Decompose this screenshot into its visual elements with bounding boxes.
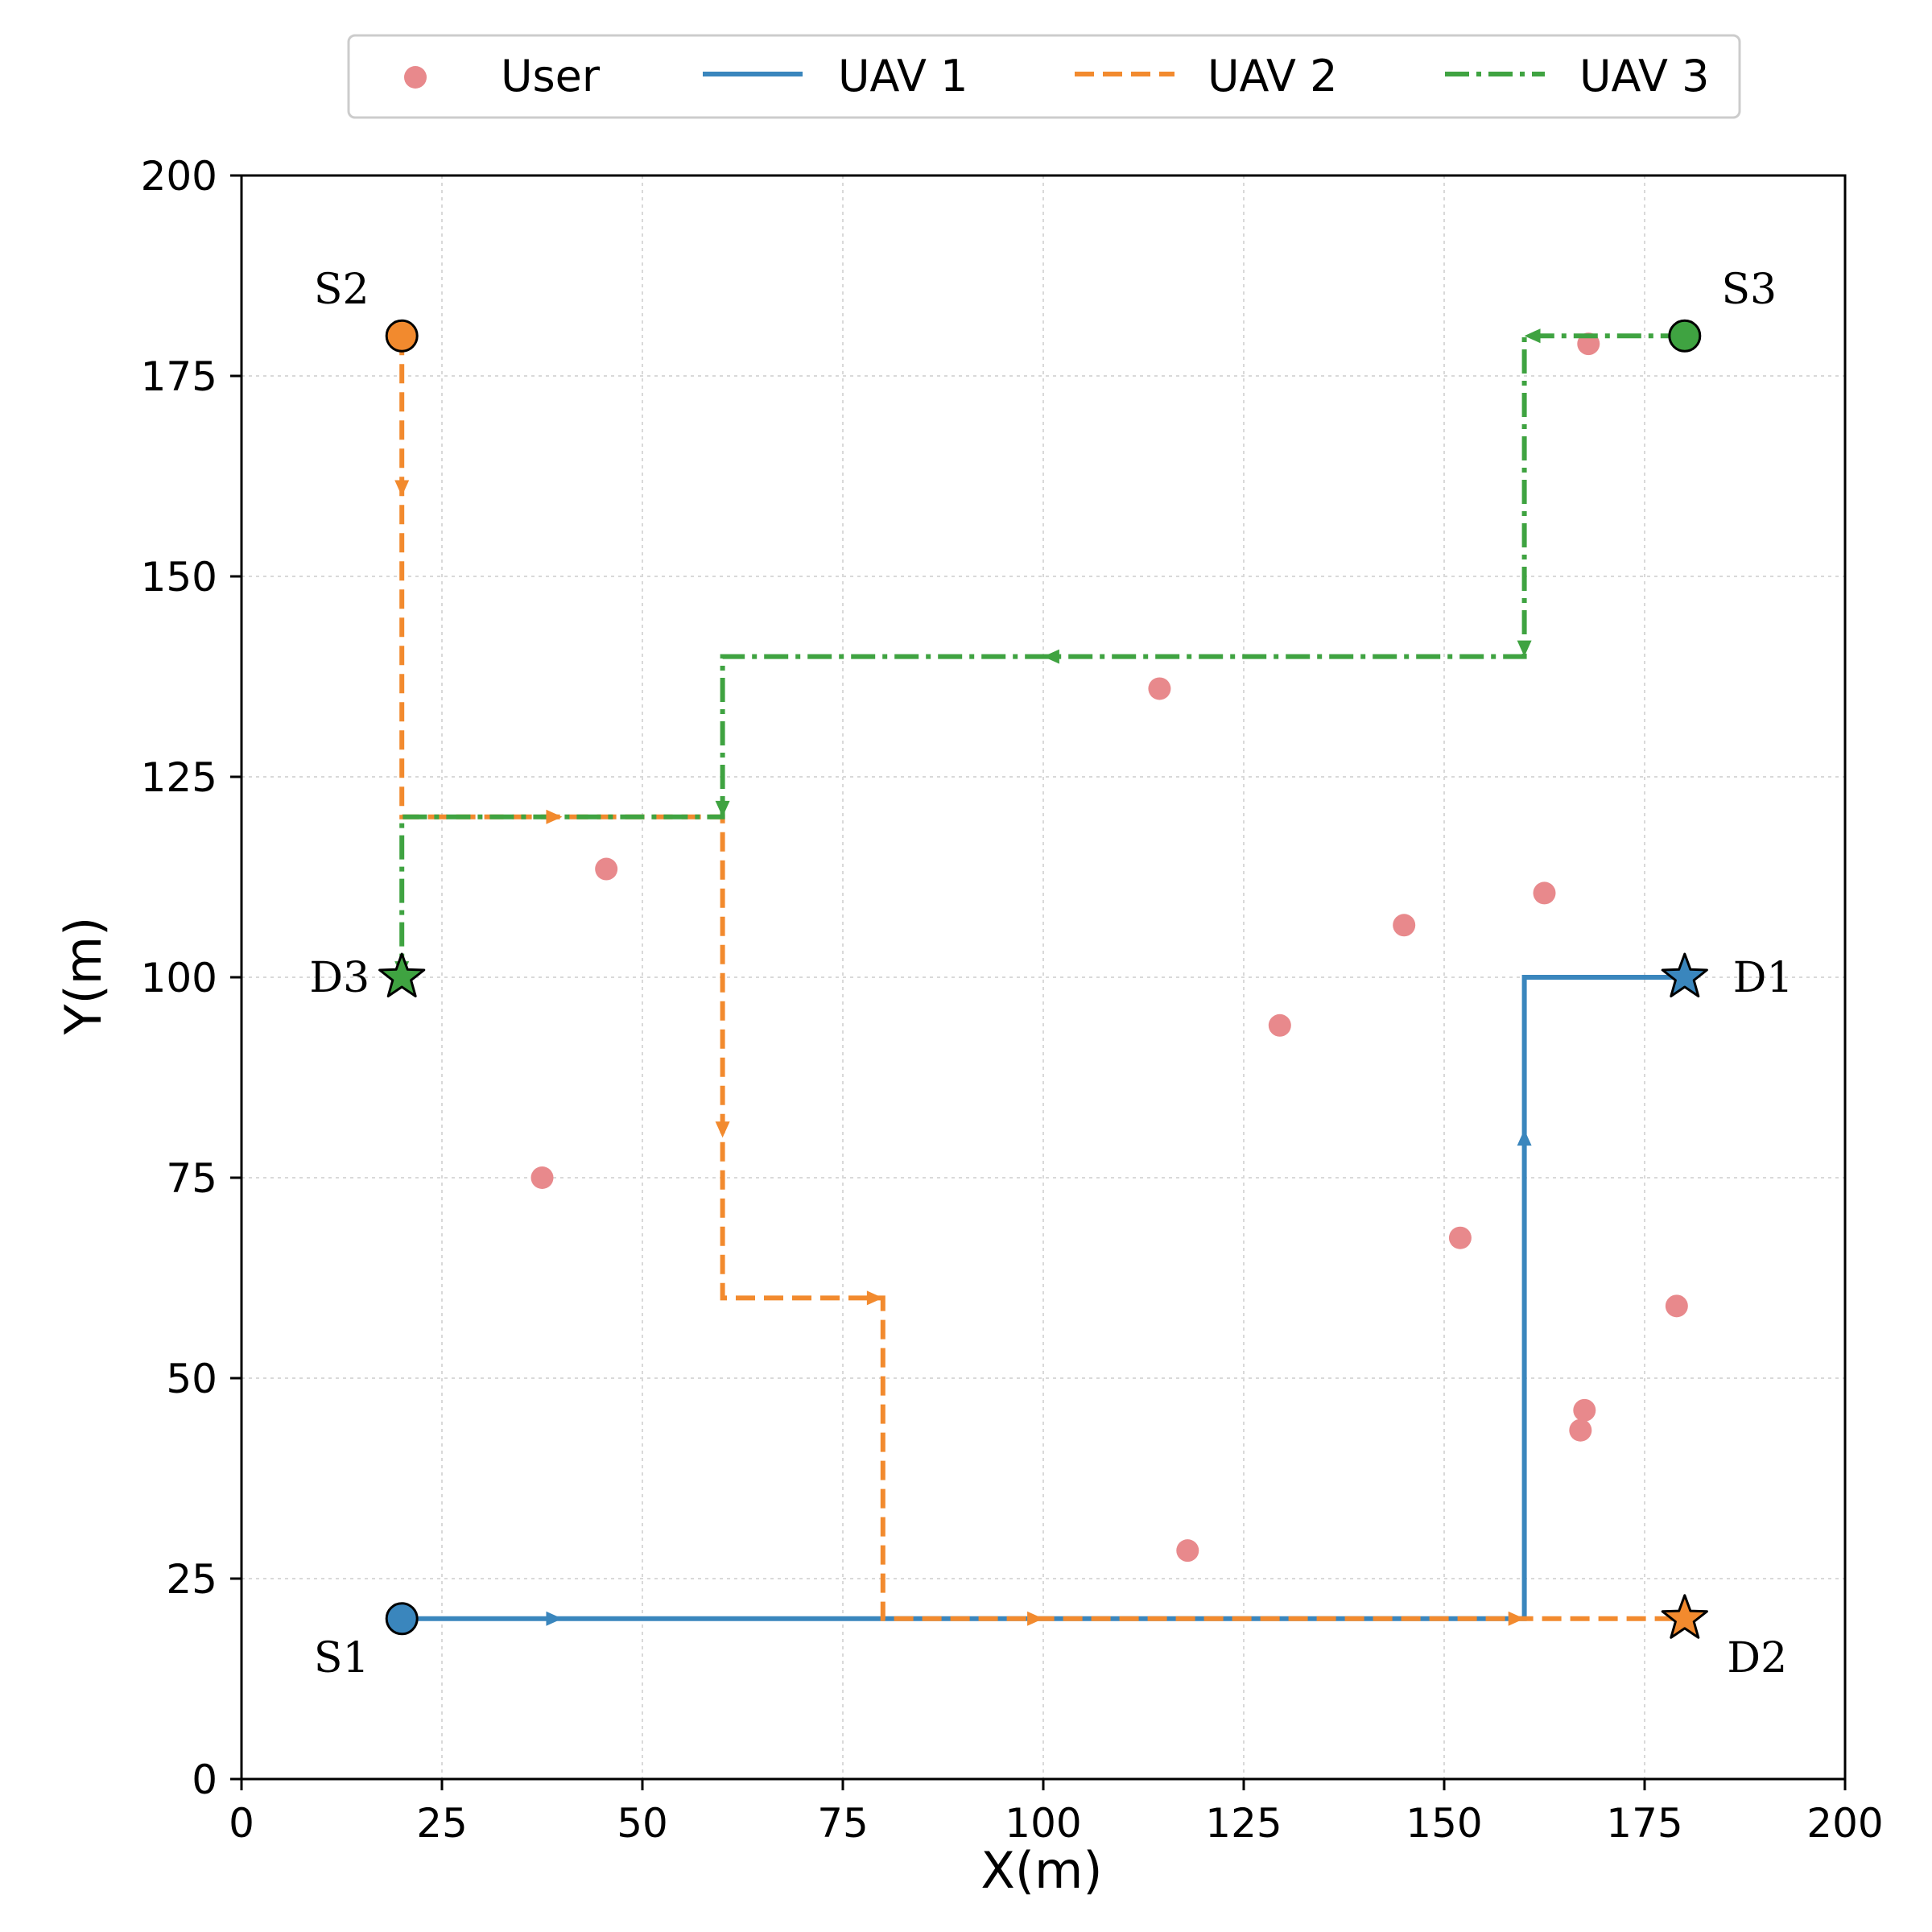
- uav3-trajectory: [399, 333, 1685, 977]
- uav2-direction-arrow: [866, 1290, 883, 1306]
- x-tick-label: 150: [1406, 1800, 1482, 1847]
- legend-label-user: User: [501, 51, 601, 101]
- x-tick-label: 0: [229, 1800, 254, 1847]
- uav3-direction-arrow: [1517, 640, 1532, 657]
- user-point: [1533, 881, 1556, 905]
- legend-user-marker: [404, 66, 427, 89]
- uav3-end-marker: [378, 952, 426, 997]
- y-tick-label: 200: [141, 153, 217, 200]
- uav3-direction-arrow: [715, 800, 730, 817]
- uav3-end-label: D3: [309, 954, 369, 1002]
- y-tick-label: 125: [141, 754, 217, 801]
- x-tick-label: 200: [1806, 1800, 1883, 1847]
- uav2-direction-arrow: [1508, 1611, 1525, 1626]
- uav2-start-label: S2: [314, 266, 369, 314]
- uav2-direction-arrow: [546, 809, 563, 824]
- axes: 0 25 50 75 100 125 150 175 200 0 25 50 75 100 125 150 17…: [141, 153, 1884, 1847]
- y-tick-label: 50: [166, 1356, 217, 1402]
- user-point: [1148, 677, 1171, 700]
- uav1-start-marker: [385, 1602, 419, 1636]
- x-tick-label: 75: [817, 1800, 869, 1847]
- uav3-direction-arrow: [1042, 649, 1059, 664]
- user-point: [1573, 1398, 1596, 1422]
- uav2-end-marker: [1661, 1594, 1708, 1639]
- uav1-direction-arrow: [546, 1611, 563, 1626]
- uav2-direction-arrow: [715, 1121, 730, 1138]
- legend-label-uav2: UAV 2: [1208, 51, 1337, 101]
- legend: User UAV 1 UAV 2 UAV 3: [347, 34, 1741, 119]
- uav3-start-marker: [1668, 319, 1702, 353]
- x-axis-title: X(m): [980, 1841, 1102, 1900]
- plot-data: S1 D1 S2 D2 S3 D3: [309, 266, 1793, 1682]
- x-tick-label: 25: [416, 1800, 468, 1847]
- y-tick-label: 175: [141, 353, 217, 400]
- y-tick-label: 0: [192, 1757, 217, 1803]
- uav1-end-label: D1: [1733, 954, 1794, 1002]
- y-tick-label: 100: [141, 955, 217, 1001]
- uav3-start-label: S3: [1721, 266, 1777, 314]
- x-tick-label: 125: [1205, 1800, 1282, 1847]
- y-tick-label: 25: [166, 1556, 217, 1603]
- y-tick-label: 150: [141, 554, 217, 601]
- uav3-direction-arrow: [1524, 328, 1541, 344]
- user-point: [1176, 1539, 1199, 1563]
- legend-label-uav1: UAV 1: [838, 51, 968, 101]
- x-tick-label: 175: [1606, 1800, 1682, 1847]
- user-point: [530, 1166, 554, 1189]
- uav2-trajectory: [399, 336, 1685, 1621]
- legend-label-uav3: UAV 3: [1579, 51, 1709, 101]
- uav1-start-label: S1: [314, 1634, 369, 1682]
- x-tick-label: 50: [617, 1800, 668, 1847]
- uav2-end-label: D2: [1727, 1634, 1787, 1682]
- user-point: [1569, 1418, 1592, 1442]
- uav2-direction-arrow: [394, 480, 410, 497]
- y-tick-label: 75: [166, 1155, 217, 1202]
- uav1-direction-arrow: [1517, 1129, 1532, 1146]
- uav2-start-marker: [385, 319, 419, 353]
- user-point: [1665, 1294, 1688, 1318]
- user-point: [1448, 1226, 1472, 1249]
- uav2-direction-arrow: [1027, 1611, 1044, 1626]
- y-axis-title: Y(m): [54, 917, 113, 1036]
- uav1-end-marker: [1661, 952, 1708, 997]
- user-point: [1393, 914, 1416, 937]
- x-tick-label: 100: [1005, 1800, 1081, 1847]
- user-point: [1268, 1013, 1291, 1037]
- legend-frame: [347, 34, 1741, 119]
- user-point: [595, 857, 618, 881]
